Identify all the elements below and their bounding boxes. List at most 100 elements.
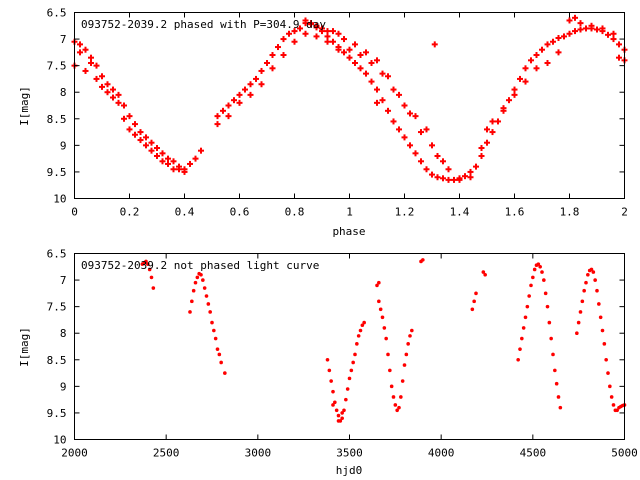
unphased-data-point — [340, 411, 344, 415]
phased-xtick-label: 2 — [621, 206, 628, 219]
unphased-data-point — [553, 368, 557, 373]
unphased-data-point — [347, 376, 352, 381]
phased-data-point — [115, 99, 122, 106]
unphased-data-point — [410, 328, 414, 333]
phased-data-point — [104, 89, 111, 96]
unphased-data-point — [470, 307, 475, 312]
phased-data-point — [473, 163, 479, 170]
unphased-data-point — [598, 315, 603, 320]
unphased-data-point — [356, 334, 361, 338]
unphased-data-point — [397, 405, 401, 410]
phased-data-point — [357, 52, 364, 59]
unphased-data-point — [578, 310, 583, 314]
phased-data-point — [401, 134, 408, 141]
phased-data-point — [330, 38, 336, 45]
unphased-data-point — [551, 352, 555, 357]
phased-data-point — [247, 91, 254, 98]
unphased-data-point — [611, 403, 616, 407]
phased-data-point — [539, 46, 545, 53]
phased-data-point — [555, 49, 562, 56]
phased-data-point — [137, 137, 144, 144]
phased-data-point — [159, 150, 166, 157]
phased-data-point — [148, 147, 155, 154]
phased-data-point — [544, 59, 551, 66]
unphased-data-point — [558, 405, 563, 410]
phased-xtick-label: 1.2 — [395, 206, 415, 219]
unphased-data-point — [400, 379, 405, 383]
unphased-ytick-label: 10 — [53, 434, 66, 447]
phased-xtick-label: 1 — [346, 206, 353, 219]
unphased-data-point — [351, 360, 355, 365]
phased-data-point — [236, 99, 243, 106]
unphased-data-point — [402, 363, 407, 367]
phased-data-point — [110, 86, 116, 93]
phased-data-point — [346, 54, 353, 61]
unphased-data-point — [582, 288, 586, 293]
phased-data-point — [412, 113, 419, 120]
phased-data-point — [605, 31, 611, 38]
unphased-data-point — [391, 395, 396, 399]
unphased-xtick-label: 5000 — [611, 447, 638, 460]
phased-data-point — [93, 62, 100, 69]
phased-xtick-label: 0.2 — [120, 206, 140, 219]
unphased-xtick-label: 2000 — [61, 447, 88, 460]
unphased-data-point — [615, 408, 619, 413]
unphased-data-point — [540, 270, 544, 274]
unphased-data-point — [523, 315, 528, 320]
phased-data-point — [143, 142, 149, 149]
unphased-data-point — [212, 328, 216, 333]
phased-data-point — [264, 59, 270, 66]
phased-data-point — [385, 107, 391, 114]
unphased-data-point — [591, 270, 596, 274]
phased-data-point — [220, 107, 226, 114]
phased-data-point — [324, 38, 331, 45]
phased-data-point — [275, 44, 281, 51]
unphased-data-point — [146, 262, 150, 266]
phased-xtick-label: 1.6 — [505, 206, 525, 219]
unphased-data-point — [529, 283, 533, 288]
phased-data-point — [88, 59, 94, 66]
phased-data-point — [374, 86, 380, 93]
unphased-data-point — [215, 347, 220, 351]
unphased-data-point — [597, 302, 601, 306]
phased-ytick-label: 8.5 — [47, 113, 67, 126]
unphased-data-point — [380, 315, 385, 320]
phased-data-point — [429, 171, 435, 178]
phased-data-point — [616, 54, 622, 61]
unphased-data-point — [593, 278, 597, 282]
phased-data-point — [297, 25, 303, 32]
phased-ytick-label: 8 — [60, 86, 67, 99]
phased-data-point — [478, 145, 485, 152]
phased-data-point — [363, 70, 369, 77]
phased-data-point — [335, 30, 342, 37]
phased-data-point — [104, 81, 111, 88]
phased-data-point — [401, 102, 408, 109]
unphased-ytick-label: 8.5 — [47, 354, 67, 367]
phased-data-point — [165, 160, 171, 167]
phased-data-point — [82, 46, 89, 53]
phased-data-point — [115, 91, 122, 98]
phased-data-point — [154, 145, 160, 152]
unphased-data-point — [344, 397, 348, 402]
unphased-xtick-label: 3000 — [245, 447, 272, 460]
phased-data-point — [577, 26, 584, 33]
phased-data-point — [511, 86, 518, 93]
unphased-ytick-label: 7.5 — [47, 301, 67, 314]
unphased-data-point — [576, 320, 581, 325]
phased-data-point — [379, 70, 386, 77]
unphased-data-point — [575, 331, 579, 336]
unphased-data-point — [375, 283, 379, 288]
unphased-data-point — [393, 403, 398, 407]
phased-data-point — [159, 158, 166, 165]
phased-data-point — [390, 86, 397, 93]
phased-data-point — [269, 65, 276, 72]
phased-data-point — [583, 25, 589, 32]
phased-ytick-label: 9 — [60, 139, 67, 152]
unphased-data-point — [362, 320, 366, 325]
phased-axes: 0 0.2 0.4 0.6 0.8 1 1.2 1.4 1.6 1.8 2 6.5 7 7.5 8 8.5 9 9… — [47, 7, 628, 219]
unphased-ytick-label: 9 — [60, 380, 67, 393]
phased-ytick-label: 10 — [53, 193, 66, 206]
phased-data-point — [577, 20, 584, 27]
phased-data-point — [407, 142, 413, 149]
unphased-data-point — [602, 342, 607, 346]
